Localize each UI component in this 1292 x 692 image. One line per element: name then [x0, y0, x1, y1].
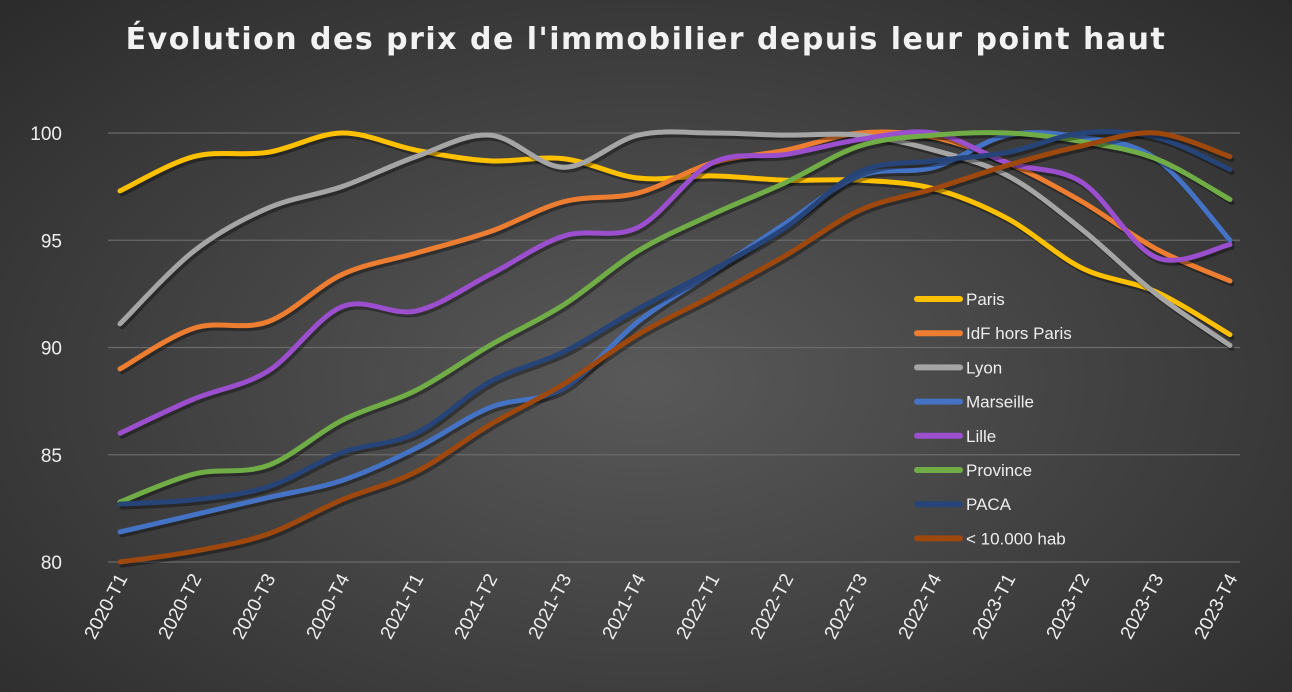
x-tick-label: 2023-T2: [1043, 570, 1095, 642]
x-tick-label: 2021-T2: [451, 570, 503, 642]
series-shadow: [119, 132, 1235, 510]
legend-label: Paris: [966, 290, 1005, 309]
legend-label: IdF hors Paris: [966, 324, 1072, 343]
series-shadow: [119, 133, 1235, 508]
x-tick-label: 2021-T3: [525, 570, 577, 642]
legend-label: Marseille: [966, 393, 1034, 412]
legend-label: Lyon: [966, 358, 1002, 377]
x-tick-label: 2020-T3: [229, 570, 281, 642]
x-tick-label: 2020-T1: [81, 570, 133, 642]
series-line-lille: [117, 129, 1233, 436]
series-line-paca: [117, 129, 1233, 507]
legend-label: Province: [966, 461, 1032, 480]
x-tick-label: 2023-T1: [969, 570, 1021, 642]
x-tick-label: 2021-T1: [377, 570, 429, 642]
legend-label: < 10.000 hab: [966, 529, 1066, 548]
y-tick-label: 95: [41, 231, 62, 252]
legend-label: PACA: [966, 495, 1012, 514]
series-line-lyon: [117, 129, 1233, 348]
x-tick-label: 2023-T3: [1117, 570, 1169, 642]
x-tick-label: 2020-T2: [155, 570, 207, 642]
x-tick-label: 2020-T4: [303, 570, 355, 643]
y-tick-label: 90: [41, 339, 62, 360]
y-tick-label: 80: [41, 553, 62, 574]
series-line--10-000-hab: [117, 130, 1233, 565]
x-tick-label: 2022-T4: [895, 570, 947, 643]
x-tick-label: 2023-T4: [1191, 570, 1243, 643]
legend-label: Lille: [966, 427, 996, 446]
x-tick-label: 2021-T4: [599, 570, 651, 643]
x-tick-label: 2022-T2: [747, 570, 799, 642]
chart-title: Évolution des prix de l'immobilier depui…: [125, 22, 1167, 57]
y-tick-label: 85: [41, 446, 62, 467]
series-line-province: [117, 130, 1233, 505]
x-tick-label: 2022-T3: [821, 570, 873, 642]
series-shadow: [119, 133, 1235, 568]
series-shadow: [119, 132, 1235, 439]
series-line-marseille: [117, 130, 1233, 535]
series-line-idf-hors-paris: [117, 129, 1233, 372]
y-tick-label: 100: [30, 124, 62, 145]
x-tick-label: 2022-T1: [673, 570, 725, 642]
